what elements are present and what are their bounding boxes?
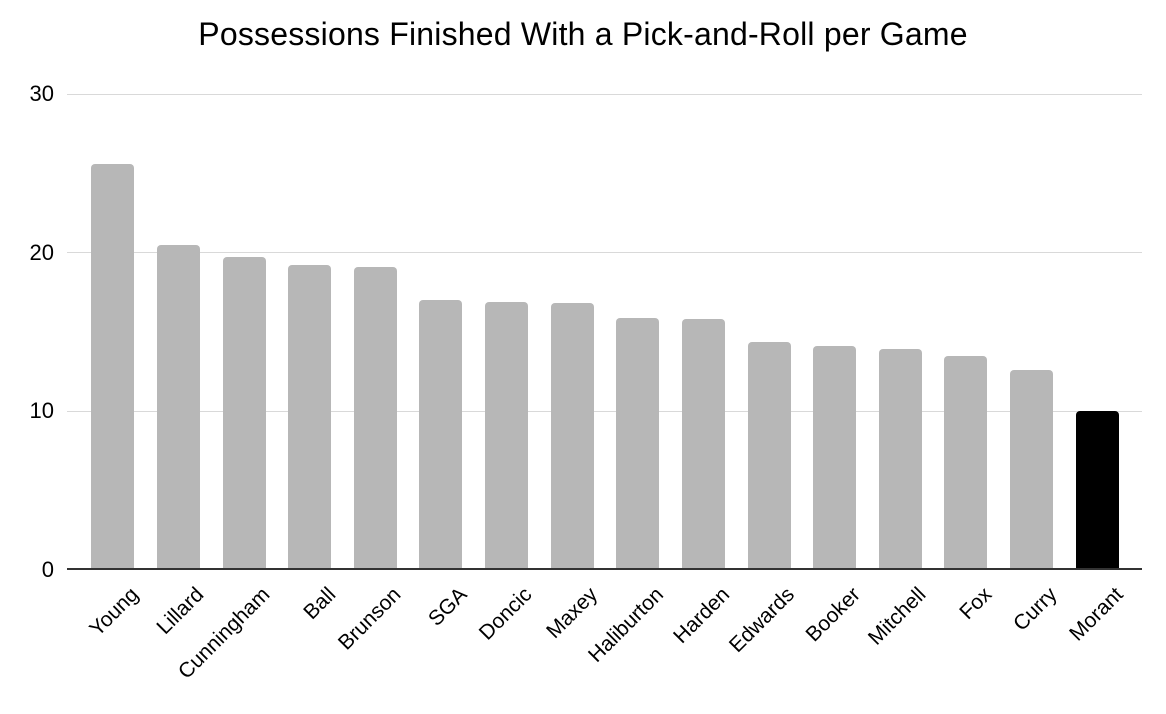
bar-harden [681,319,725,570]
bar-slot [80,94,146,570]
bar-young [91,163,135,570]
bar-slot [211,94,277,570]
bar-edwards [747,341,791,570]
bar-lillard [156,244,200,570]
bar-slot [802,94,868,570]
bars-row [80,94,1130,570]
x-axis-line [67,568,1142,570]
x-tick-label-edwards: Edwards [725,583,800,658]
gridline-y-30 [67,93,1142,95]
bar-slot [671,94,737,570]
bar-cunningham [222,257,266,570]
x-tick-label-doncic: Doncic [475,583,537,645]
y-tick-label-30: 30 [29,81,54,106]
bar-brunson [353,266,397,570]
bar-slot [408,94,474,570]
x-tick-label-maxey: Maxey [542,583,603,644]
bar-mitchell [878,349,922,570]
x-tick-label-brunson: Brunson [334,583,406,655]
bar-doncic [485,301,529,570]
bar-slot [277,94,343,570]
bar-maxey [550,303,594,570]
x-tick-label-curry: Curry [1009,583,1062,636]
bar-haliburton [616,317,660,570]
bar-curry [1010,370,1054,570]
bar-fox [944,355,988,570]
x-tick-label-lillard: Lillard [152,583,209,639]
bar-slot [736,94,802,570]
bar-slot [146,94,212,570]
bar-sga [419,300,463,570]
bar-slot [539,94,605,570]
x-tick-label-fox: Fox [955,583,997,625]
gridline-y-20 [67,252,1142,254]
x-tick-label-mitchell: Mitchell [863,583,931,650]
chart-title: Possessions Finished With a Pick-and-Rol… [198,16,968,52]
y-tick-label-0: 0 [41,557,54,582]
bar-booker [813,346,857,570]
x-tick-label-young: Young [85,583,144,641]
bar-slot [605,94,671,570]
x-tick-label-ball: Ball [298,583,340,625]
plot-area [67,93,1142,570]
bar-slot [474,94,540,570]
x-tick-label-booker: Booker [801,583,865,647]
bar-slot [343,94,409,570]
y-tick-label-10: 10 [29,398,54,424]
gridline-y-10 [67,410,1142,412]
x-tick-label-harden: Harden [668,583,734,648]
bar-slot [1064,94,1130,570]
x-tick-label-morant: Morant [1064,583,1128,646]
y-tick-label-20: 20 [29,239,54,265]
x-tick-label-sga: SGA [423,583,472,631]
bar-slot [999,94,1065,570]
bar-morant [1075,411,1119,570]
bar-slot [868,94,934,570]
bar-slot [933,94,999,570]
bar-ball [288,265,332,570]
